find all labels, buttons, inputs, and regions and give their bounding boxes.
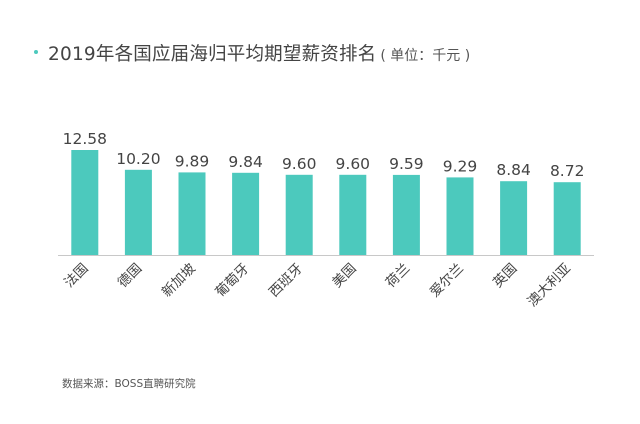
category-label-0: 法国 bbox=[61, 261, 91, 291]
category-label-5: 美国 bbox=[329, 261, 359, 291]
value-label-0: 12.58 bbox=[63, 130, 107, 148]
bars-layer bbox=[71, 150, 581, 255]
bar-4 bbox=[285, 174, 313, 255]
bar-1 bbox=[124, 169, 152, 255]
category-label-3: 葡萄牙 bbox=[212, 261, 252, 301]
title-bullet-dot bbox=[34, 50, 38, 54]
chart-title-row: 2019年各国应届海归平均期望薪资排名 ( 单位：千元 ) bbox=[34, 40, 470, 66]
bar-6 bbox=[392, 174, 420, 255]
category-label-7: 爱尔兰 bbox=[427, 261, 467, 301]
category-label-6: 荷兰 bbox=[383, 261, 413, 291]
value-label-8: 8.84 bbox=[496, 161, 531, 179]
bar-3 bbox=[232, 172, 260, 255]
value-labels-layer: 12.58 10.20 9.89 9.84 9.60 9.60 9.59 9.29 8.84 8.… bbox=[63, 130, 585, 180]
chart-title: 2019年各国应届海归平均期望薪资排名 bbox=[48, 44, 377, 65]
category-label-9: 澳大利亚 bbox=[525, 261, 574, 310]
value-label-7: 9.29 bbox=[443, 157, 478, 175]
category-label-2: 新加坡 bbox=[159, 260, 199, 300]
bar-0 bbox=[71, 150, 99, 255]
value-label-1: 10.20 bbox=[116, 150, 160, 168]
bar-5 bbox=[339, 174, 367, 255]
bar-9 bbox=[553, 182, 581, 255]
data-source-note: 数据来源：BOSS直聘研究院 bbox=[62, 378, 196, 390]
category-label-4: 西班牙 bbox=[266, 261, 306, 301]
value-label-4: 9.60 bbox=[282, 155, 317, 173]
value-label-9: 8.72 bbox=[550, 162, 585, 180]
bar-2 bbox=[178, 172, 206, 255]
value-label-2: 9.89 bbox=[175, 152, 210, 170]
unit-note: ( 单位：千元 ) bbox=[380, 48, 471, 64]
value-label-3: 9.84 bbox=[228, 153, 263, 171]
value-label-5: 9.60 bbox=[336, 155, 371, 173]
category-label-8: 英国 bbox=[489, 260, 520, 291]
bar-7 bbox=[446, 177, 474, 255]
value-label-6: 9.59 bbox=[389, 155, 424, 173]
category-label-1: 德国 bbox=[115, 261, 145, 291]
category-labels-layer: 法国 德国 新加坡 葡萄牙 西班牙 美国 荷兰 爱尔兰 英国 澳大利亚 bbox=[61, 260, 574, 310]
bar-8 bbox=[500, 181, 528, 255]
